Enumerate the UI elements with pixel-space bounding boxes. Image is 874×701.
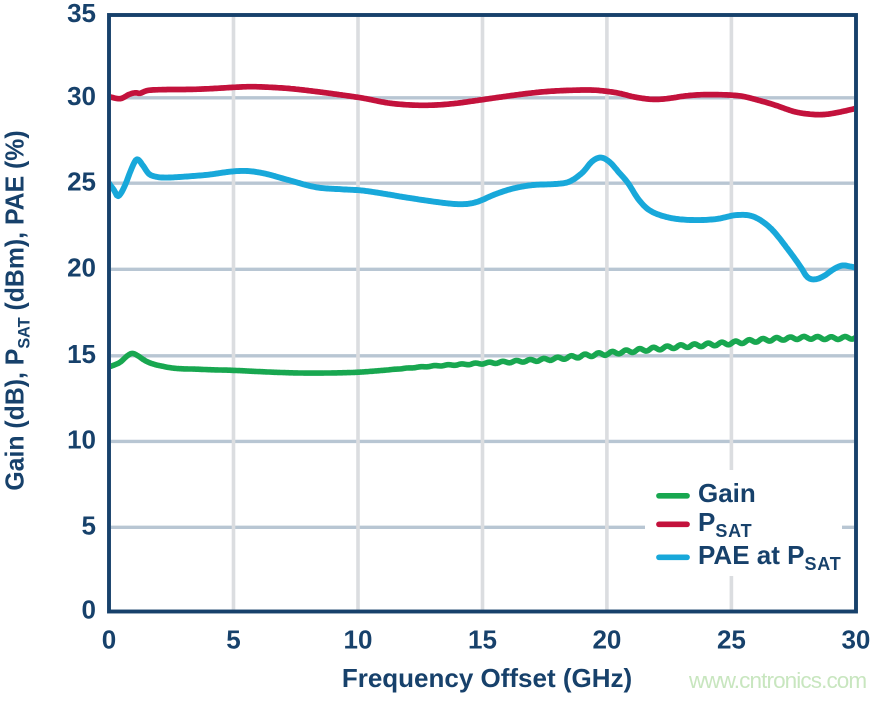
svg-text:25: 25 xyxy=(717,625,746,655)
svg-text:10: 10 xyxy=(344,625,373,655)
svg-text:Gain: Gain xyxy=(698,478,756,508)
svg-text:PAE at PSAT: PAE at PSAT xyxy=(698,540,842,574)
svg-text:5: 5 xyxy=(226,625,240,655)
svg-text:Gain (dB), PSAT (dBm), PAE (%): Gain (dB), PSAT (dBm), PAE (%) xyxy=(1,130,34,490)
svg-text:10: 10 xyxy=(67,425,96,455)
svg-text:20: 20 xyxy=(67,253,96,283)
svg-text:0: 0 xyxy=(82,595,96,625)
svg-text:30: 30 xyxy=(67,81,96,111)
svg-text:30: 30 xyxy=(841,625,870,655)
svg-text:5: 5 xyxy=(82,511,96,541)
svg-text:35: 35 xyxy=(67,0,96,28)
svg-text:25: 25 xyxy=(67,167,96,197)
svg-text:Frequency Offset (GHz): Frequency Offset (GHz) xyxy=(342,663,632,693)
svg-text:www.cntronics.com: www.cntronics.com xyxy=(688,668,866,693)
svg-text:20: 20 xyxy=(592,625,621,655)
svg-text:15: 15 xyxy=(468,625,497,655)
svg-text:15: 15 xyxy=(67,339,96,369)
svg-text:0: 0 xyxy=(102,625,116,655)
